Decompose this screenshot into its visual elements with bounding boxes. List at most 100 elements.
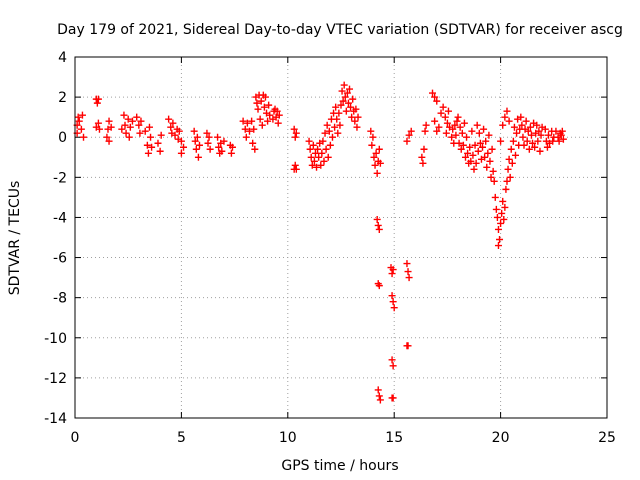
data-point bbox=[75, 117, 83, 125]
data-point bbox=[549, 137, 557, 145]
data-point bbox=[484, 149, 492, 157]
data-point bbox=[180, 143, 188, 151]
y-tick-label: -4 bbox=[53, 210, 67, 226]
data-point bbox=[497, 137, 505, 145]
data-point bbox=[503, 177, 511, 185]
data-point bbox=[228, 143, 236, 151]
data-point bbox=[489, 167, 497, 175]
data-point bbox=[493, 213, 501, 221]
data-point bbox=[421, 127, 429, 135]
data-point bbox=[517, 113, 525, 121]
data-point bbox=[513, 129, 521, 137]
y-tick-label: 2 bbox=[58, 90, 67, 106]
data-point bbox=[121, 121, 129, 129]
data-point bbox=[470, 165, 478, 173]
data-point bbox=[193, 133, 201, 141]
data-point bbox=[333, 115, 341, 123]
data-point bbox=[249, 139, 257, 147]
data-point bbox=[524, 127, 532, 135]
data-point bbox=[452, 131, 460, 139]
data-point bbox=[103, 133, 111, 141]
data-point bbox=[373, 169, 381, 177]
data-point bbox=[245, 127, 253, 135]
data-point bbox=[118, 125, 126, 133]
data-point bbox=[340, 81, 348, 89]
grid bbox=[75, 57, 607, 418]
data-point bbox=[107, 123, 115, 131]
data-point bbox=[491, 193, 499, 201]
data-point bbox=[454, 113, 462, 121]
data-point bbox=[264, 117, 272, 125]
data-point bbox=[507, 145, 515, 153]
data-point bbox=[126, 123, 134, 131]
data-point bbox=[498, 209, 506, 217]
data-point bbox=[346, 85, 354, 93]
data-point bbox=[529, 139, 537, 147]
data-point bbox=[433, 97, 441, 105]
data-point bbox=[405, 131, 413, 139]
data-point bbox=[460, 119, 468, 127]
data-point bbox=[169, 119, 177, 127]
data-point bbox=[389, 362, 397, 370]
data-point bbox=[157, 131, 165, 139]
data-point bbox=[93, 99, 101, 107]
data-point bbox=[492, 205, 500, 213]
data-point bbox=[191, 137, 199, 145]
data-point bbox=[314, 145, 322, 153]
data-point bbox=[203, 129, 211, 137]
data-point bbox=[253, 99, 261, 107]
data-point bbox=[343, 89, 351, 97]
x-ticks: 0 5 10 15 20 25 bbox=[71, 57, 616, 446]
data-point bbox=[369, 133, 377, 141]
data-point bbox=[354, 113, 362, 121]
data-point bbox=[177, 149, 185, 157]
data-point bbox=[136, 129, 144, 137]
data-point bbox=[559, 135, 567, 143]
data-point bbox=[557, 131, 565, 139]
data-point bbox=[206, 145, 214, 153]
data-point bbox=[352, 105, 360, 113]
data-point bbox=[318, 149, 326, 157]
data-point bbox=[485, 131, 493, 139]
data-point bbox=[368, 141, 376, 149]
y-tick-label: -6 bbox=[53, 251, 67, 267]
data-point bbox=[474, 147, 482, 155]
data-point bbox=[388, 270, 396, 278]
data-point bbox=[404, 268, 412, 276]
data-point bbox=[371, 161, 379, 169]
data-point bbox=[501, 203, 509, 211]
data-point bbox=[192, 145, 200, 153]
data-point bbox=[441, 113, 449, 121]
data-point bbox=[527, 131, 535, 139]
data-point bbox=[171, 131, 179, 139]
data-point bbox=[534, 137, 542, 145]
x-tick-label: 0 bbox=[71, 430, 80, 446]
data-point bbox=[389, 394, 397, 402]
data-point bbox=[337, 101, 345, 109]
data-point bbox=[239, 117, 247, 125]
data-point bbox=[250, 125, 258, 133]
data-point bbox=[418, 153, 426, 161]
data-point bbox=[458, 129, 466, 137]
y-ticks: -14 -12 -10 -8 -6 -4 -2 0 2 4 bbox=[44, 50, 607, 427]
data-point bbox=[466, 143, 474, 151]
data-point bbox=[482, 137, 490, 145]
data-point bbox=[128, 117, 136, 125]
data-point bbox=[443, 119, 451, 127]
data-point bbox=[74, 113, 82, 121]
data-point bbox=[313, 163, 321, 171]
data-point bbox=[332, 103, 340, 111]
data-point bbox=[504, 165, 512, 173]
data-point bbox=[483, 163, 491, 171]
data-point bbox=[388, 356, 396, 364]
data-point bbox=[348, 113, 356, 121]
data-point bbox=[251, 145, 259, 153]
data-point bbox=[305, 137, 313, 145]
data-point bbox=[448, 133, 456, 141]
data-point bbox=[496, 236, 504, 244]
data-point bbox=[420, 145, 428, 153]
data-point bbox=[242, 133, 250, 141]
data-point bbox=[473, 121, 481, 129]
data-point bbox=[95, 125, 103, 133]
